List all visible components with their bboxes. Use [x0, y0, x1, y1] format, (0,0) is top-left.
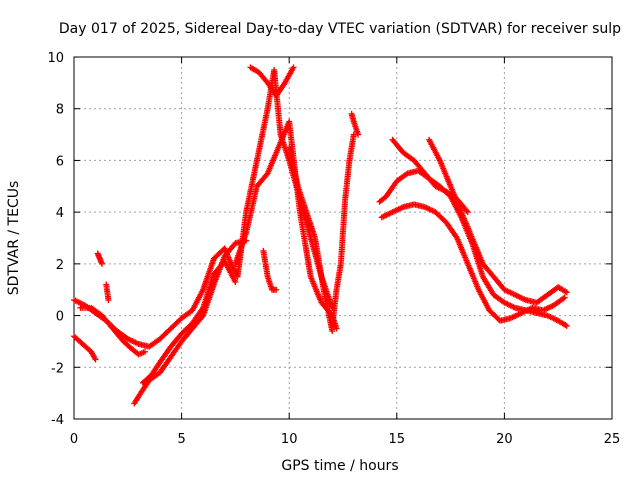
y-tick-label: -4: [51, 413, 64, 428]
x-tick-label: 15: [389, 432, 406, 447]
y-axis-label: SDTVAR / TECUs: [6, 181, 22, 296]
axis-ticks: [73, 56, 613, 420]
data-point: [290, 64, 297, 71]
y-tick-label: 2: [56, 258, 64, 273]
data-point: [329, 328, 336, 335]
y-tick-label: 6: [56, 154, 64, 169]
chart-title: Day 017 of 2025, Sidereal Day-to-day VTE…: [59, 21, 621, 37]
data-point: [105, 297, 112, 304]
data-point: [355, 131, 362, 138]
x-tick-labels: 0 5 10 15 20 25: [70, 432, 620, 447]
y-tick-label: -2: [51, 361, 64, 376]
series-track-9: [247, 64, 297, 99]
series-track-15: [378, 201, 568, 324]
data-point: [464, 209, 471, 216]
y-tick-label: 0: [56, 310, 64, 325]
series-track-7: [139, 258, 239, 386]
data-point: [232, 278, 239, 285]
x-tick-label: 20: [496, 432, 513, 447]
data-point: [403, 171, 410, 178]
series-track-13: [348, 110, 362, 138]
data-point: [273, 286, 280, 293]
y-tick-labels: -4 -2 0 2 4 6 8 10: [47, 51, 64, 428]
x-axis-label: GPS time / hours: [281, 458, 398, 474]
x-tick-label: 5: [177, 432, 185, 447]
y-tick-label: 4: [56, 206, 64, 221]
data-point: [561, 294, 568, 301]
y-tick-label: 8: [56, 103, 64, 118]
data-point: [333, 325, 340, 332]
series-track-2: [71, 333, 99, 363]
data-point: [92, 356, 99, 363]
data-point: [560, 295, 567, 302]
grid-lines: [74, 57, 612, 419]
y-tick-label: 10: [47, 51, 64, 66]
series-track-12: [329, 131, 357, 329]
series-track-3: [94, 250, 105, 267]
data-point: [463, 207, 470, 214]
series-track-1: [71, 66, 336, 350]
data-point: [142, 348, 149, 355]
series-track-11: [286, 144, 336, 335]
data-points: [71, 64, 570, 407]
x-tick-label: 25: [604, 432, 621, 447]
series-track-10: [260, 247, 280, 293]
series-track-17: [426, 136, 570, 306]
x-tick-label: 10: [281, 432, 298, 447]
data-point: [563, 289, 570, 296]
series-track-5: [77, 304, 149, 358]
series-track-8: [232, 118, 340, 332]
data-point: [98, 260, 105, 267]
x-tick-label: 0: [70, 432, 78, 447]
data-point: [563, 322, 570, 329]
plot-frame: [73, 56, 613, 420]
series-track-4: [103, 281, 112, 304]
